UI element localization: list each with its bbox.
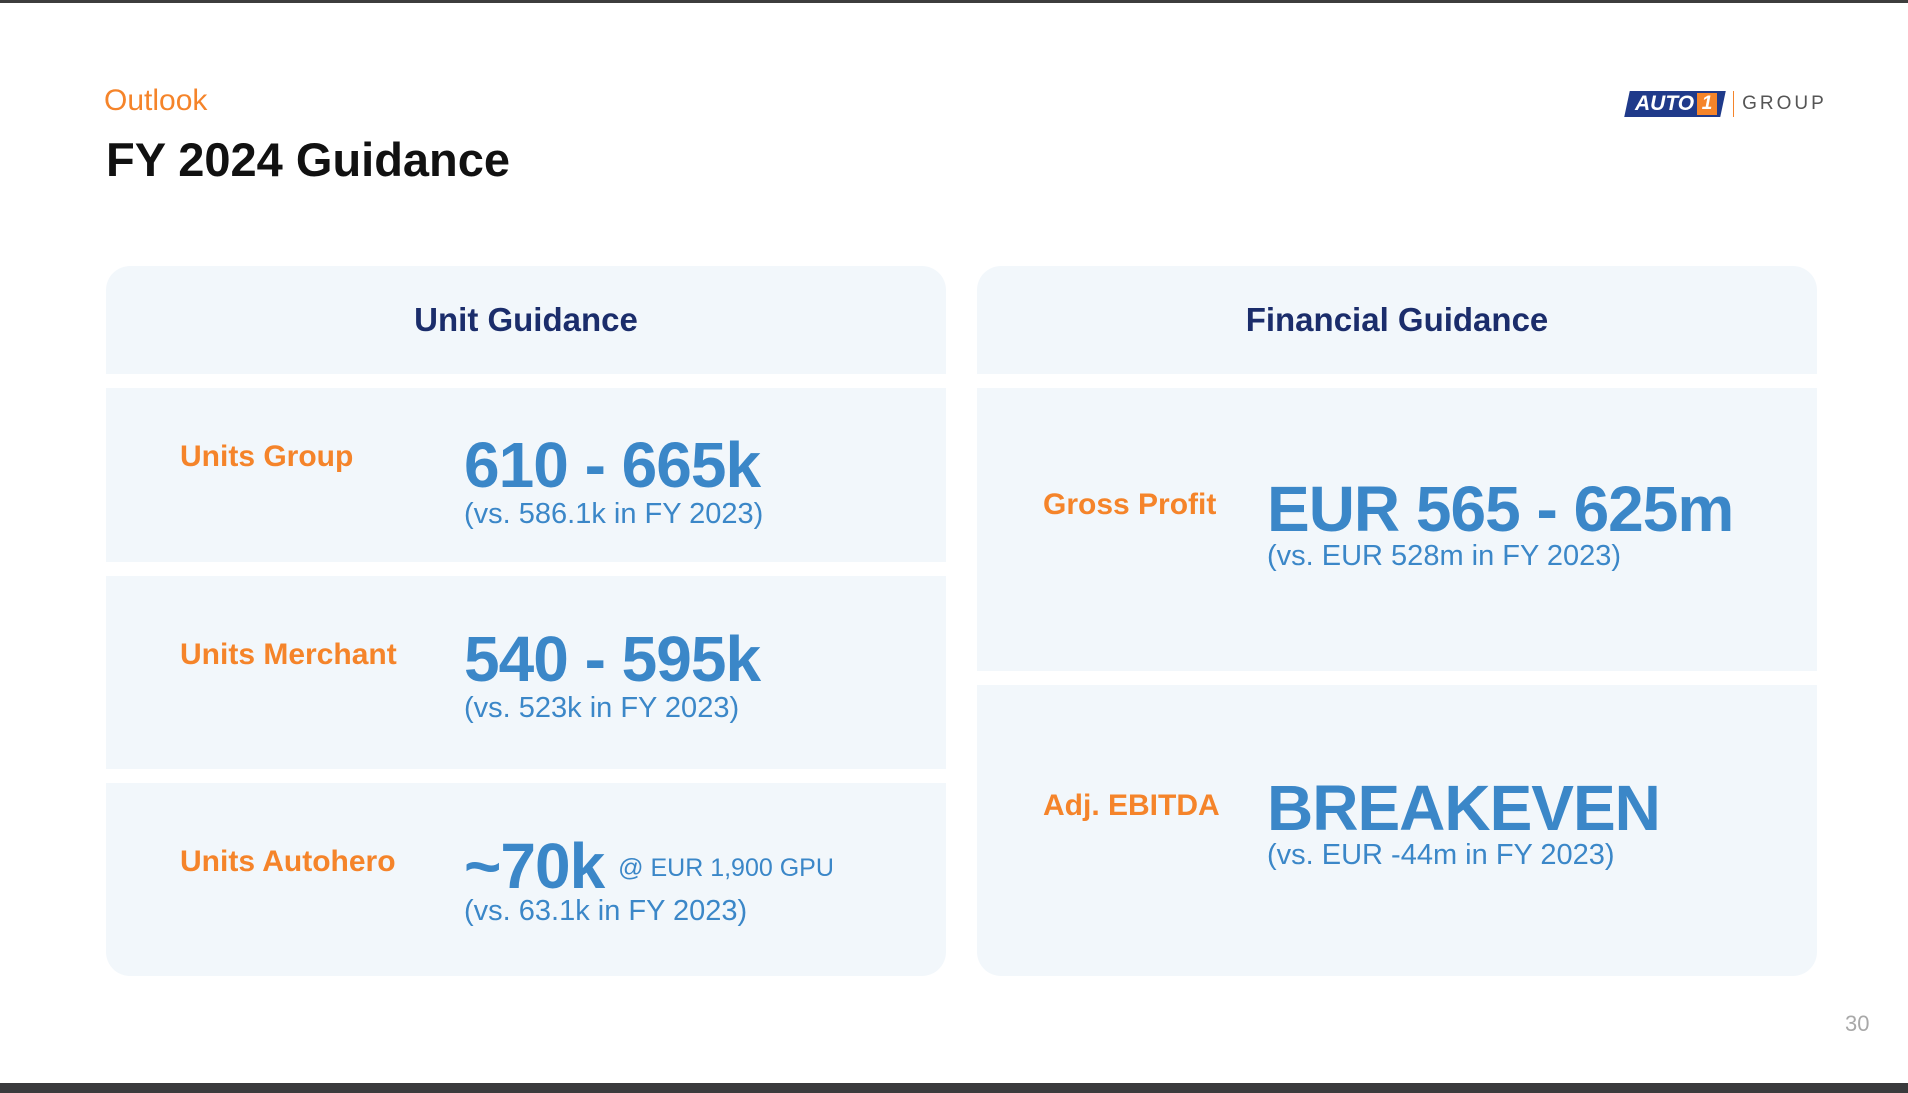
unit-guidance-header: Unit Guidance bbox=[106, 266, 946, 374]
units-merchant-value: 540 - 595k bbox=[464, 623, 761, 695]
units-group-card: Units Group 610 - 665k (vs. 586.1k in FY… bbox=[106, 388, 946, 562]
logo-digit: 1 bbox=[1697, 93, 1718, 115]
section-kicker: Outlook bbox=[104, 84, 208, 117]
units-autohero-card: Units Autohero ~70k @ EUR 1,900 GPU (vs. … bbox=[106, 783, 946, 976]
page-number: 30 bbox=[1845, 1011, 1870, 1036]
units-autohero-compare: (vs. 63.1k in FY 2023) bbox=[464, 895, 748, 927]
units-merchant-card: Units Merchant 540 - 595k (vs. 523k in F… bbox=[106, 576, 946, 769]
units-autohero-value: ~70k @ EUR 1,900 GPU bbox=[464, 829, 834, 903]
adj-ebitda-card: Adj. EBITDA BREAKEVEN (vs. EUR -44m in F… bbox=[977, 685, 1817, 976]
logo-badge: AUTO 1 bbox=[1624, 91, 1726, 117]
units-autohero-gpu-note: @ EUR 1,900 GPU bbox=[618, 854, 834, 882]
adj-ebitda-compare: (vs. EUR -44m in FY 2023) bbox=[1267, 839, 1615, 871]
units-autohero-label: Units Autohero bbox=[180, 845, 396, 878]
financial-guidance-title: Financial Guidance bbox=[1245, 301, 1549, 338]
gross-profit-compare: (vs. EUR 528m in FY 2023) bbox=[1267, 540, 1622, 572]
units-merchant-label: Units Merchant bbox=[180, 638, 397, 671]
bottom-bar bbox=[0, 1083, 1908, 1093]
units-autohero-amount: ~70k bbox=[464, 830, 605, 902]
gross-profit-card: Gross Profit EUR 565 - 625m (vs. EUR 528… bbox=[977, 388, 1817, 671]
logo-word: AUTO bbox=[1635, 92, 1695, 115]
adj-ebitda-value: BREAKEVEN bbox=[1267, 772, 1661, 844]
page-title: FY 2024 Guidance bbox=[106, 133, 511, 186]
units-merchant-compare: (vs. 523k in FY 2023) bbox=[464, 692, 740, 724]
unit-guidance-title: Unit Guidance bbox=[414, 301, 638, 338]
logo-separator bbox=[1733, 91, 1735, 117]
top-rule bbox=[0, 0, 1908, 3]
gross-profit-label: Gross Profit bbox=[1043, 488, 1217, 521]
gross-profit-value: EUR 565 - 625m bbox=[1267, 473, 1734, 545]
logo-group-text: GROUP bbox=[1742, 93, 1827, 114]
company-logo: AUTO 1 GROUP bbox=[1624, 90, 1827, 118]
units-group-compare: (vs. 586.1k in FY 2023) bbox=[464, 498, 764, 530]
adj-ebitda-label: Adj. EBITDA bbox=[1043, 789, 1220, 822]
financial-guidance-header: Financial Guidance bbox=[977, 266, 1817, 374]
units-group-value: 610 - 665k bbox=[464, 429, 761, 501]
units-group-label: Units Group bbox=[180, 440, 354, 473]
